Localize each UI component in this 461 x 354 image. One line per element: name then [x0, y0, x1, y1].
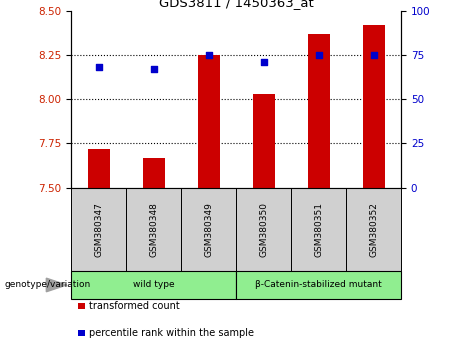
Bar [126, 188, 181, 271]
Title: GDS3811 / 1450363_at: GDS3811 / 1450363_at [159, 0, 313, 10]
Bar [307, 34, 330, 188]
Bar [198, 55, 220, 188]
Polygon shape [46, 278, 66, 292]
Text: GSM380350: GSM380350 [259, 202, 268, 257]
Bar [236, 188, 291, 271]
Bar [363, 25, 384, 188]
Bar [253, 94, 275, 188]
Bar [143, 158, 165, 188]
Point [150, 66, 158, 72]
Text: GSM380351: GSM380351 [314, 202, 323, 257]
Text: transformed count: transformed count [89, 301, 180, 311]
Point [95, 64, 103, 70]
Text: GSM380347: GSM380347 [95, 202, 103, 257]
Text: GSM380348: GSM380348 [149, 202, 159, 257]
Bar [236, 271, 401, 299]
Text: percentile rank within the sample: percentile rank within the sample [89, 328, 254, 338]
Point [315, 52, 322, 58]
Bar [346, 188, 401, 271]
Text: genotype/variation: genotype/variation [5, 280, 91, 290]
Point [205, 52, 213, 58]
Bar [71, 188, 126, 271]
Bar [181, 188, 236, 271]
Text: GSM380352: GSM380352 [369, 202, 378, 257]
Bar [71, 271, 236, 299]
Bar [291, 188, 346, 271]
Bar [88, 149, 110, 188]
Text: GSM380349: GSM380349 [204, 202, 213, 257]
Text: β-Catenin-stabilized mutant: β-Catenin-stabilized mutant [255, 280, 382, 290]
Text: wild type: wild type [133, 280, 175, 290]
Point [370, 52, 377, 58]
Point [260, 59, 267, 65]
